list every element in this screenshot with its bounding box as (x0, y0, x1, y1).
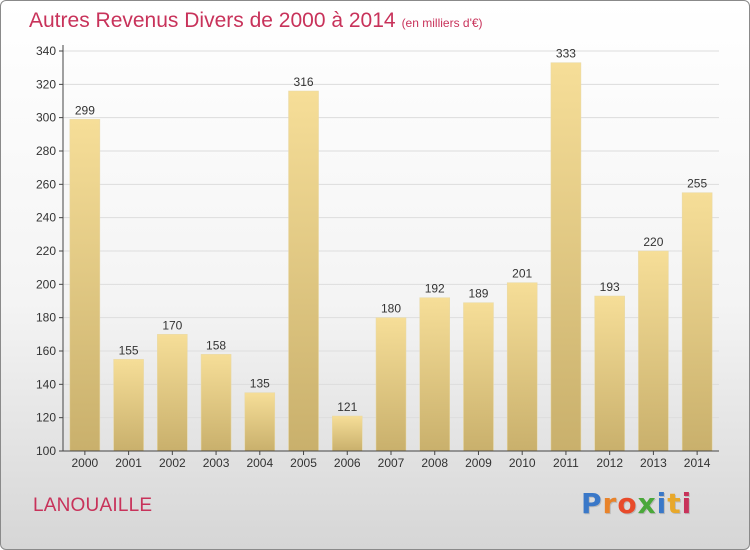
logo-letter: i (656, 487, 668, 520)
logo-letter: r (602, 487, 618, 520)
bars (69, 62, 713, 452)
data-label: 180 (381, 302, 401, 316)
x-tick-label: 2006 (334, 456, 361, 470)
y-tick-label: 200 (36, 277, 56, 291)
bar-2012[interactable] (594, 295, 625, 452)
x-tick-label: 2003 (203, 456, 230, 470)
y-tick-label: 120 (36, 411, 56, 425)
data-label: 135 (250, 377, 270, 391)
y-tick-label: 240 (36, 211, 56, 225)
data-label: 316 (294, 75, 314, 89)
logo-letter: P (581, 487, 603, 520)
x-tick-label: 2011 (553, 456, 579, 470)
x-tick-label: 2008 (421, 456, 448, 470)
data-label: 158 (206, 338, 226, 352)
bar-2000[interactable] (69, 119, 101, 452)
bar-2014[interactable] (681, 192, 713, 452)
chart-title: Autres Revenus Divers de 2000 à 2014 (en … (29, 9, 483, 33)
y-tick-label: 300 (36, 111, 56, 125)
bar-2003[interactable] (200, 354, 232, 452)
bar-2008[interactable] (419, 297, 450, 452)
y-tick-label: 280 (36, 144, 56, 158)
x-tick-label: 2012 (596, 456, 623, 470)
x-tick-label: 2004 (246, 456, 273, 470)
x-tick-label: 2010 (509, 456, 536, 470)
x-tick-label: 2013 (640, 456, 667, 470)
data-label: 189 (468, 287, 488, 301)
data-label: 170 (162, 318, 182, 332)
data-label: 155 (119, 343, 139, 357)
data-label: 193 (600, 280, 620, 294)
y-tick-label: 260 (36, 177, 56, 191)
y-tick-label: 320 (36, 77, 56, 91)
data-label: 333 (556, 47, 576, 61)
logo-letter: o (617, 487, 638, 520)
bar-2007[interactable] (375, 317, 407, 452)
y-tick-label: 160 (36, 344, 56, 358)
bar-2011[interactable] (550, 62, 582, 452)
x-tick-label: 2005 (290, 456, 317, 470)
axes: 100 120 140 160 180 200 220 240 260 280 300 320 340 (36, 44, 719, 458)
bar-2002[interactable] (157, 334, 188, 452)
data-label: 220 (643, 235, 663, 249)
x-tick-label: 2001 (115, 456, 142, 470)
data-label: 192 (425, 282, 445, 296)
logo-letter: i (681, 487, 693, 520)
proxiti-logo[interactable]: Proxiti (581, 487, 692, 520)
x-tick-label: 2007 (378, 456, 405, 470)
bar-2005[interactable] (288, 90, 319, 452)
y-tick-label: 220 (36, 244, 56, 258)
x-tick-label: 2002 (159, 456, 186, 470)
bar-2001[interactable] (113, 359, 144, 452)
bar-2010[interactable] (506, 282, 538, 452)
y-tick-label: 340 (36, 44, 56, 58)
data-label: 121 (337, 400, 357, 414)
logo-letter: t (667, 487, 682, 520)
x-tick-label: 2000 (72, 456, 99, 470)
labels: 299 2000 155 2001 170 2002 158 2003 135 2004 316 20… (72, 47, 711, 470)
x-tick-label: 2009 (465, 456, 492, 470)
bar-2009[interactable] (463, 302, 494, 452)
bar-2004[interactable] (244, 392, 276, 452)
data-label: 255 (687, 177, 707, 191)
y-tick-label: 140 (36, 377, 56, 391)
bar-2006[interactable] (332, 415, 363, 452)
y-tick-label: 180 (36, 311, 56, 325)
data-label: 201 (512, 267, 532, 281)
x-tick-label: 2014 (684, 456, 711, 470)
y-tick-label: 100 (36, 444, 56, 458)
logo-letter: x (637, 487, 657, 520)
chart-subtitle: (en milliers d'€) (401, 16, 483, 30)
data-label: 299 (75, 103, 95, 117)
bar-2013[interactable] (638, 250, 669, 452)
chart-title-text: Autres Revenus Divers de 2000 à 2014 (29, 9, 396, 32)
city-name: LANOUAILLE (33, 495, 153, 516)
